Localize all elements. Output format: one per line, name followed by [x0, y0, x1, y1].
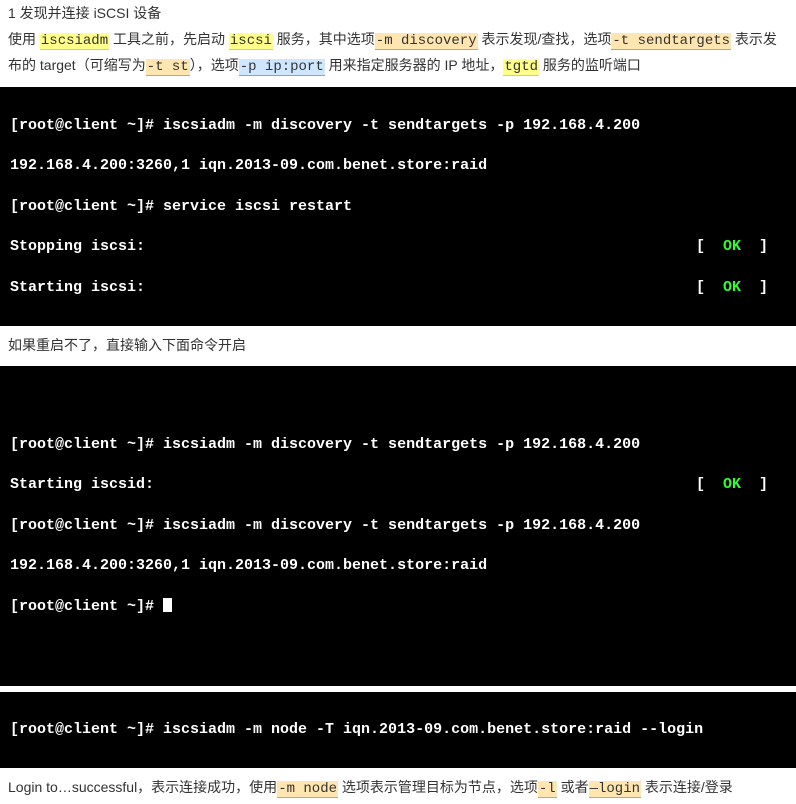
section-heading: 1 发现并连接 iSCSI 设备 — [0, 0, 796, 26]
paragraph-usage: 使用 iscsiadm 工具之前，先启动 iscsi 服务，其中选项-m dis… — [0, 26, 796, 82]
terminal-line: [root@client ~]# iscsiadm -m discovery -… — [10, 435, 786, 455]
paragraph-restart-hint: 如果重启不了，直接输入下面命令开启 — [0, 332, 796, 360]
text: 选项表示管理目标为节点，选项 — [338, 779, 538, 795]
terminal-status-row: Starting iscsi:[ OK ] — [10, 278, 786, 298]
status-value: [ OK ] — [696, 475, 786, 495]
hl-m-node: -m node — [277, 781, 338, 798]
text: Login to…successful，表示连接成功，使用 — [8, 779, 277, 795]
terminal-block-3: [root@client ~]# iscsiadm -m node -T iqn… — [0, 692, 796, 769]
text: 工具之前，先启动 — [109, 31, 229, 47]
terminal-line: [root@client ~]# iscsiadm -m discovery -… — [10, 516, 786, 536]
status-label: Stopping iscsi: — [10, 237, 696, 257]
text: 或者 — [557, 779, 589, 795]
terminal-line — [10, 637, 786, 657]
bracket: [ — [696, 279, 723, 296]
hl-l-opt: -l — [538, 781, 557, 798]
cursor-icon — [163, 598, 172, 612]
terminal-line: [root@client ~]# service iscsi restart — [10, 197, 786, 217]
terminal-line: 192.168.4.200:3260,1 iqn.2013-09.com.ben… — [10, 556, 786, 576]
status-value: [ OK ] — [696, 237, 786, 257]
hl-iscsi: iscsi — [229, 33, 273, 50]
bracket: ] — [741, 476, 768, 493]
terminal-block-2: [root@client ~]# iscsiadm -m discovery -… — [0, 366, 796, 686]
text: 表示发现/查找，选项 — [478, 31, 612, 47]
terminal-line: 192.168.4.200:3260,1 iqn.2013-09.com.ben… — [10, 156, 786, 176]
hl-m-discovery: -m discovery — [375, 33, 478, 50]
hl-t-sendtargets: -t sendtargets — [611, 33, 731, 50]
status-label: Starting iscsid: — [10, 475, 696, 495]
bracket: [ — [696, 238, 723, 255]
hl-login-opt: —login — [589, 781, 641, 798]
text: 使用 — [8, 31, 40, 47]
bracket: ] — [741, 238, 768, 255]
status-value: [ OK ] — [696, 278, 786, 298]
hl-p-ipport: -p ip:port — [239, 59, 325, 76]
text: ），选项 — [190, 57, 239, 73]
ok-text: OK — [723, 238, 741, 255]
terminal-prompt-line: [root@client ~]# — [10, 597, 786, 617]
text: 用来指定服务器的 IP 地址， — [325, 57, 504, 73]
hl-t-st: -t st — [146, 59, 190, 76]
prompt: [root@client ~]# — [10, 598, 163, 615]
ok-text: OK — [723, 476, 741, 493]
text: 表示连接/登录 — [641, 779, 733, 795]
terminal-status-row: Starting iscsid:[ OK ] — [10, 475, 786, 495]
terminal-line: [root@client ~]# iscsiadm -m node -T iqn… — [10, 720, 786, 740]
text: 服务，其中选项 — [273, 31, 375, 47]
text: 服务的监听端口 — [539, 57, 641, 73]
bracket: [ — [696, 476, 723, 493]
status-label: Starting iscsi: — [10, 278, 696, 298]
terminal-status-row: Stopping iscsi:[ OK ] — [10, 237, 786, 257]
terminal-line: [root@client ~]# iscsiadm -m discovery -… — [10, 116, 786, 136]
ok-text: OK — [723, 279, 741, 296]
hl-iscsiadm: iscsiadm — [40, 33, 109, 50]
bracket: ] — [741, 279, 768, 296]
hl-tgtd: tgtd — [503, 59, 539, 76]
terminal-block-1: [root@client ~]# iscsiadm -m discovery -… — [0, 87, 796, 326]
paragraph-login: Login to…successful，表示连接成功，使用-m node 选项表… — [0, 774, 796, 804]
terminal-line — [10, 394, 786, 414]
